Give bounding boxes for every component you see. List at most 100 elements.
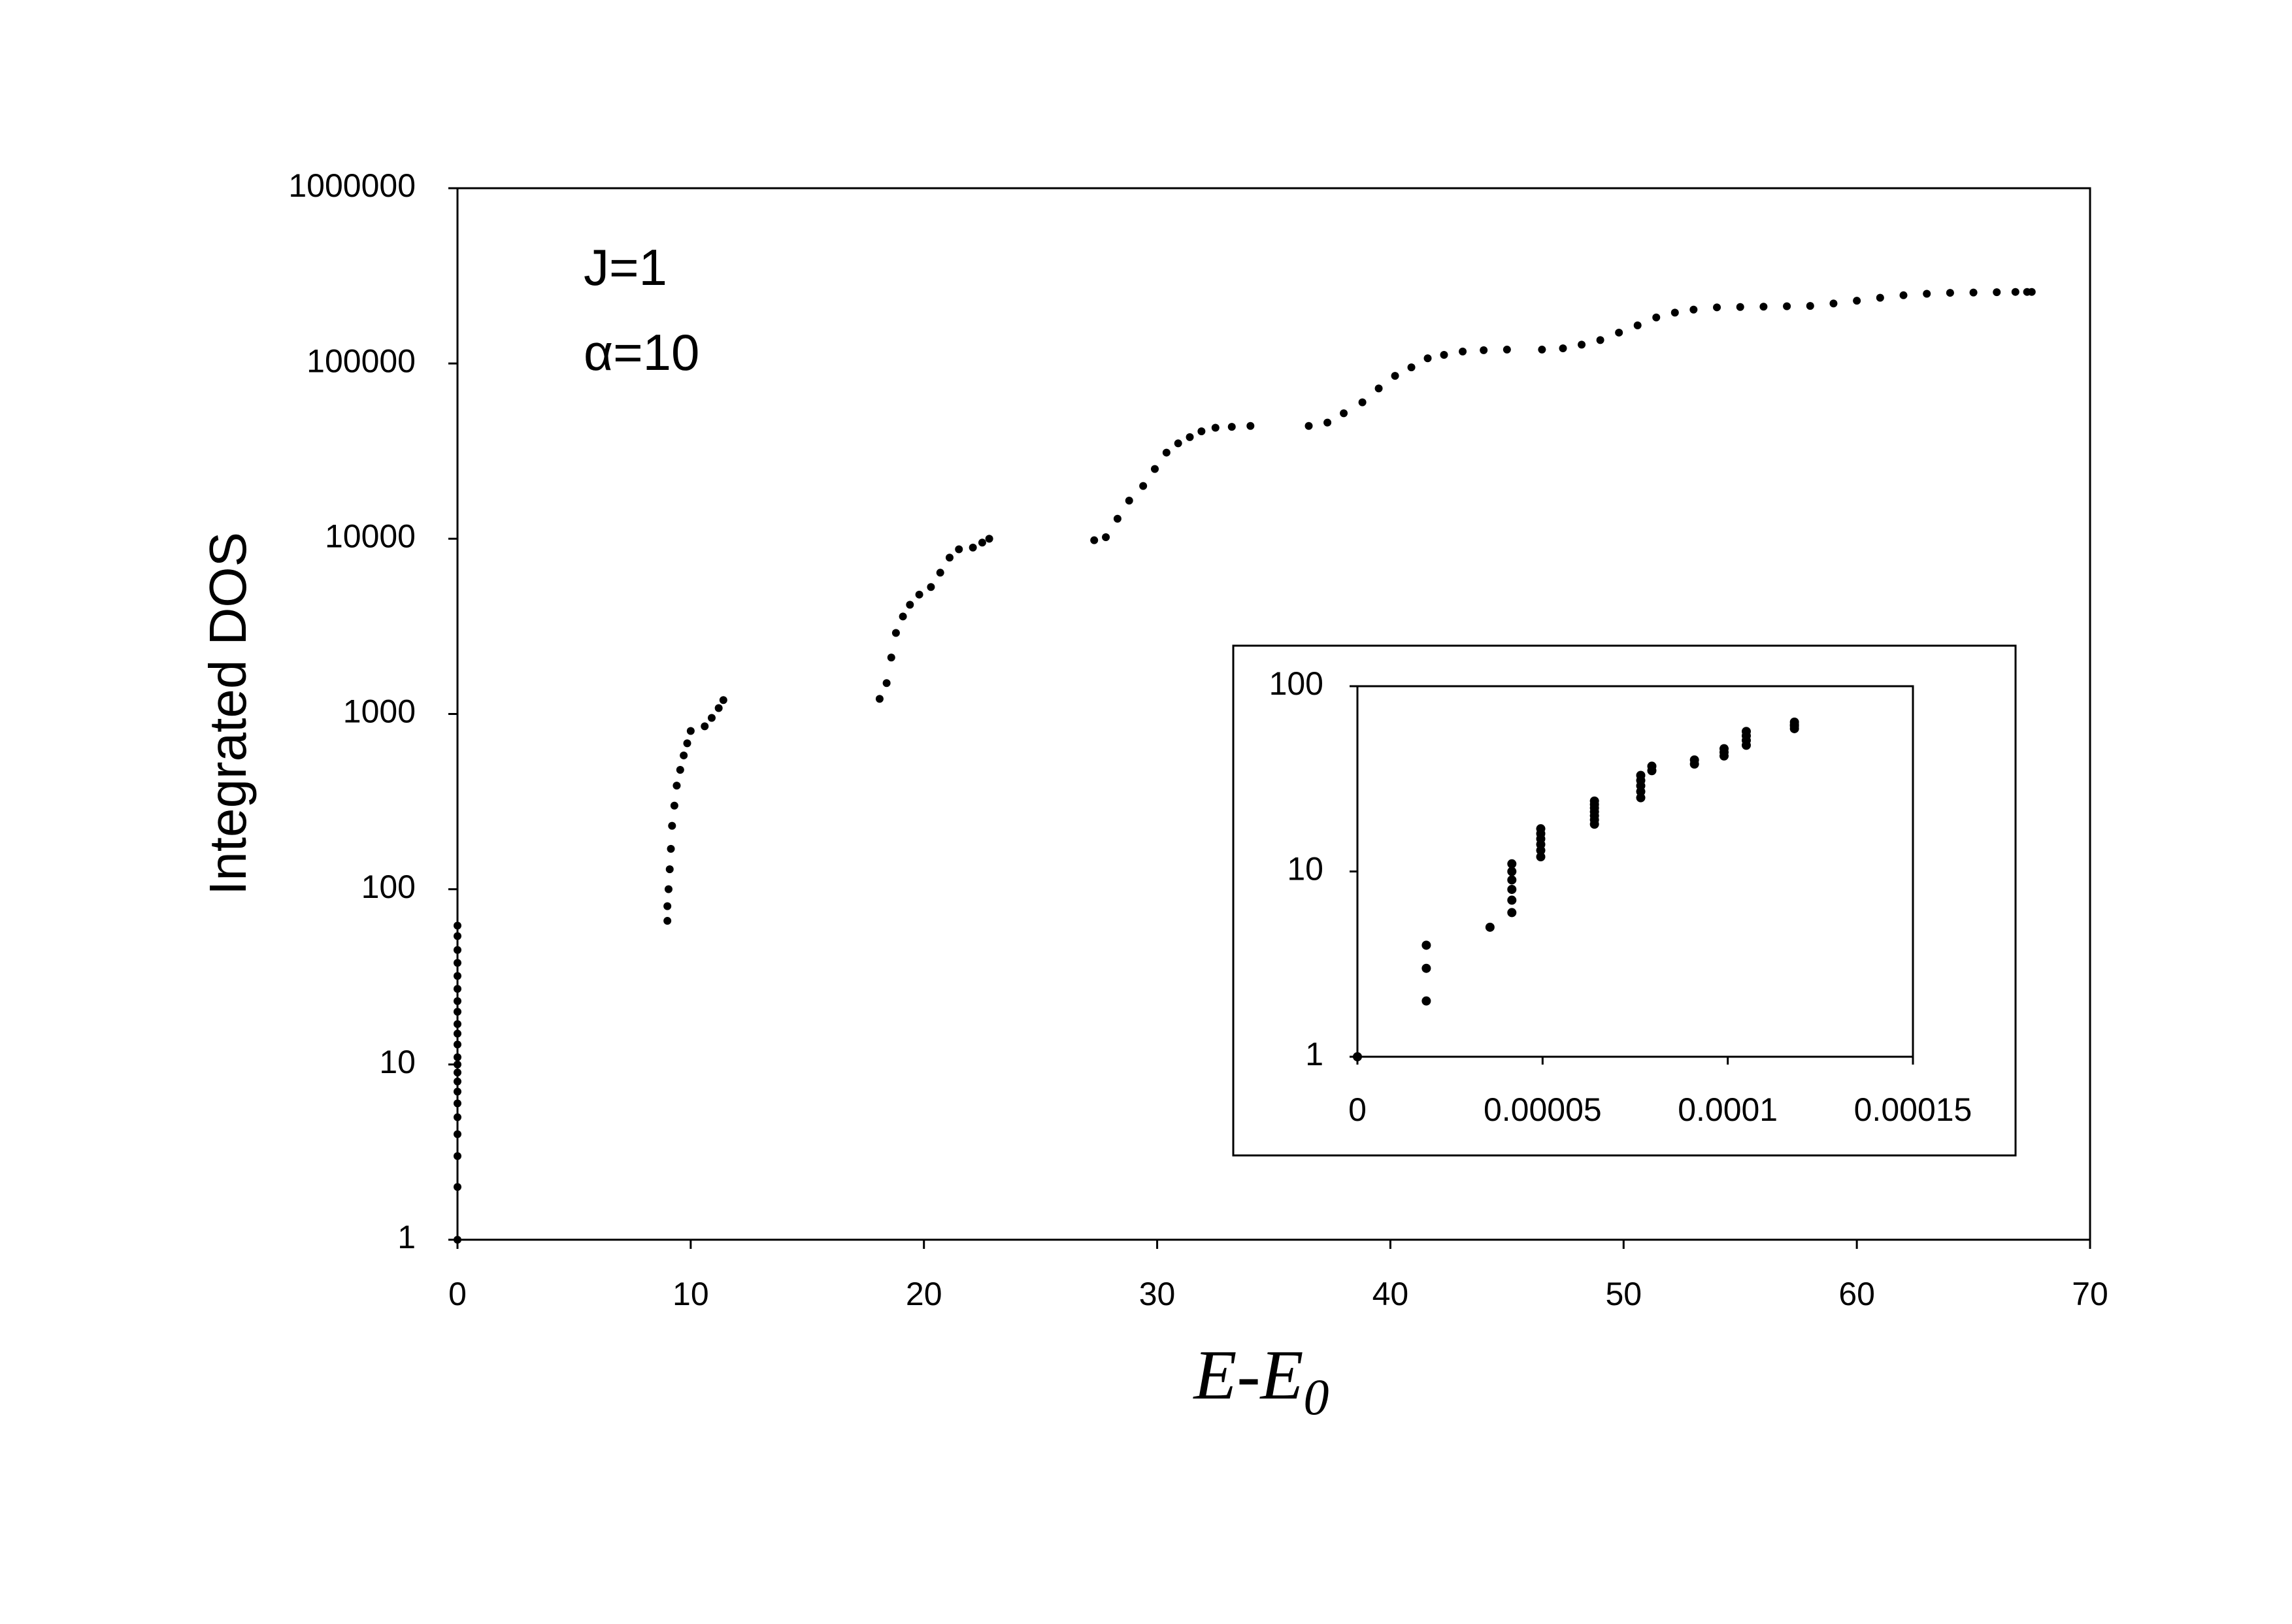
main-data-point (1633, 321, 1642, 329)
main-data-point (1423, 354, 1432, 363)
main-data-point (454, 1113, 461, 1121)
main-data-point (454, 1008, 461, 1016)
main-data-point (1323, 418, 1332, 427)
inset-data-point (1507, 884, 1517, 894)
main-data-point (955, 545, 963, 554)
main-data-point (1174, 439, 1182, 448)
inset-x-tick-label: 0.0001 (1678, 1091, 1778, 1128)
main-data-point (1736, 303, 1744, 311)
main-data-point (1090, 536, 1099, 544)
inset-data-point (1636, 771, 1646, 780)
main-data-point (1102, 533, 1110, 542)
main-data-point (454, 985, 461, 993)
main-data-point (1923, 290, 1931, 298)
main-data-point (899, 612, 907, 621)
main-x-tick-label: 30 (1139, 1276, 1176, 1312)
main-x-tick-label: 40 (1372, 1276, 1409, 1312)
main-data-point (887, 654, 895, 662)
inset-y-tick-label: 1 (1305, 1036, 1323, 1072)
main-data-point (719, 696, 727, 704)
x-axis-title: E-E0 (1193, 1336, 1329, 1425)
main-data-point (1578, 340, 1586, 349)
main-data-point (663, 917, 672, 925)
main-y-tick-label: 100000 (307, 342, 416, 379)
main-data-point (714, 704, 723, 712)
main-data-point (969, 543, 977, 552)
main-data-point (1853, 297, 1861, 305)
main-data-point (454, 997, 461, 1005)
main-data-point (1783, 302, 1791, 310)
main-data-point (454, 1069, 461, 1077)
main-data-point (454, 1077, 461, 1085)
main-data-point (1806, 302, 1814, 310)
main-data-point (454, 932, 461, 940)
main-plot: 0 10 20 30 40 50 60 70 110100100010000100000100… (288, 167, 2108, 1312)
main-data-point (927, 583, 935, 591)
main-data-point (875, 695, 884, 703)
inset-data-point (1536, 852, 1546, 862)
main-data-point (891, 629, 900, 637)
main-data-point (1480, 346, 1488, 354)
main-data-point (1559, 344, 1567, 353)
inset-x-tick-label: 0.00015 (1854, 1091, 1972, 1128)
main-y-tick-label: 10000 (325, 518, 416, 555)
main-data-point (665, 865, 674, 874)
inset-data-point (1719, 744, 1729, 754)
inset-y-tick-label: 10 (1287, 851, 1323, 887)
main-data-point (454, 1130, 461, 1138)
main-data-point (1227, 423, 1236, 431)
y-axis-title: Integrated DOS (199, 532, 257, 895)
main-x-tick-label: 60 (1838, 1276, 1875, 1312)
main-data-point (1340, 409, 1348, 418)
main-data-point (1304, 422, 1313, 430)
main-data-point (1829, 299, 1838, 308)
main-x-ticks: 0 10 20 30 40 50 60 70 (448, 1240, 2108, 1312)
inset-data-point (1421, 963, 1431, 973)
main-y-tick-label: 1 (397, 1219, 416, 1255)
main-data-point (1186, 433, 1194, 441)
inset-data-point (1647, 761, 1657, 771)
inset-x-ticks: 0 0.00005 0.0001 0.00015 (1348, 1057, 1972, 1128)
main-data-point (663, 902, 672, 910)
inset-x-tick-label: 0.00005 (1484, 1091, 1602, 1128)
main-data-point (1113, 514, 1121, 523)
inset-data-point (1536, 824, 1546, 834)
main-data-point (664, 885, 673, 893)
inset-data-point (1589, 796, 1599, 806)
main-data-point (673, 782, 681, 790)
x-axis-title-subscript: 0 (1303, 1368, 1329, 1425)
main-data-point (985, 535, 993, 543)
main-data-point (454, 1029, 461, 1038)
inset-x-tick-label: 0 (1348, 1091, 1367, 1128)
main-data-points (454, 288, 2036, 1244)
main-data-point (1139, 482, 1148, 490)
main-data-point (1993, 288, 2001, 297)
main-data-point (667, 844, 675, 853)
main-data-point (454, 1060, 461, 1069)
inset-data-point (1689, 755, 1699, 765)
inset-data-point (1421, 996, 1431, 1006)
inset-data-point (1507, 895, 1517, 905)
inset-data-point (1742, 727, 1751, 737)
main-data-point (1652, 313, 1661, 322)
inset-y-tick-label: 100 (1269, 665, 1323, 702)
main-y-tick-label: 1000 (343, 693, 416, 730)
main-data-point (454, 959, 461, 967)
main-data-point (454, 1087, 461, 1096)
main-data-point (882, 679, 891, 688)
main-data-point (454, 1053, 461, 1061)
main-data-point (1358, 398, 1367, 406)
main-data-point (1246, 422, 1255, 430)
inset-data-points (1353, 717, 1799, 1061)
annotation-alpha-value: α=10 (584, 323, 699, 381)
main-data-point (1391, 372, 1399, 380)
main-data-point (454, 921, 461, 930)
main-data-point (676, 765, 684, 774)
main-data-point (454, 972, 461, 980)
main-data-point (1670, 308, 1679, 317)
main-data-point (936, 569, 944, 577)
main-data-point (668, 821, 676, 830)
main-data-point (1503, 345, 1511, 354)
main-data-point (454, 1020, 461, 1029)
